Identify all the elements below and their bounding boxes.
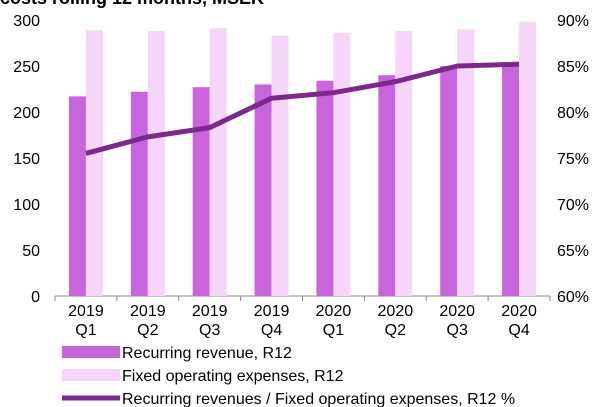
legend-label: Recurring revenue, R12 bbox=[122, 345, 292, 362]
legend-swatch bbox=[62, 369, 120, 381]
legend-label: Fixed operating expenses, R12 bbox=[122, 368, 344, 385]
y-tick-label: 250 bbox=[13, 59, 40, 76]
bar bbox=[502, 62, 520, 296]
bar bbox=[68, 96, 86, 296]
bar bbox=[85, 30, 103, 297]
bar bbox=[254, 84, 272, 297]
y-tick-label: 200 bbox=[13, 105, 40, 122]
y2-tick-label: 80% bbox=[557, 105, 589, 122]
bar bbox=[440, 66, 458, 296]
x-tick-label: 2019 Q2 bbox=[130, 303, 166, 339]
x-tick-label: 2019 Q1 bbox=[68, 303, 104, 339]
bar bbox=[333, 32, 351, 296]
y2-tick-label: 85% bbox=[557, 59, 589, 76]
y-tick-label: 50 bbox=[22, 243, 40, 260]
bar bbox=[378, 75, 396, 296]
bar bbox=[457, 29, 475, 296]
y-tick-label: 300 bbox=[13, 13, 40, 30]
line bbox=[85, 61, 520, 156]
y-tick-label: 0 bbox=[31, 289, 40, 306]
legend-swatch bbox=[62, 346, 120, 358]
bar bbox=[395, 31, 413, 296]
x-tick-label: 2019 Q3 bbox=[192, 303, 228, 339]
bar bbox=[519, 21, 537, 297]
bar bbox=[209, 28, 227, 297]
x-tick-label: 2020 Q4 bbox=[501, 303, 537, 339]
legend-label: Recurring revenues / Fixed operating exp… bbox=[122, 391, 515, 407]
y-tick-label: 100 bbox=[13, 197, 40, 214]
bar bbox=[192, 87, 210, 296]
y2-tick-label: 75% bbox=[557, 151, 589, 168]
y2-tick-label: 90% bbox=[557, 13, 589, 30]
bar bbox=[130, 91, 148, 296]
y2-tick-label: 70% bbox=[557, 197, 589, 214]
x-tick-label: 2020 Q3 bbox=[439, 303, 475, 339]
y-tick-label: 150 bbox=[13, 151, 40, 168]
bar bbox=[316, 80, 334, 296]
y2-tick-label: 60% bbox=[557, 289, 589, 306]
x-tick-label: 2020 Q1 bbox=[316, 303, 352, 339]
x-tick-label: 2019 Q4 bbox=[254, 303, 290, 339]
chart-title: costs rolling 12 months, MSEK bbox=[0, 0, 264, 8]
bar bbox=[271, 35, 289, 296]
x-tick-label: 2020 Q2 bbox=[378, 303, 414, 339]
y2-tick-label: 65% bbox=[557, 243, 589, 260]
bar bbox=[147, 31, 165, 296]
